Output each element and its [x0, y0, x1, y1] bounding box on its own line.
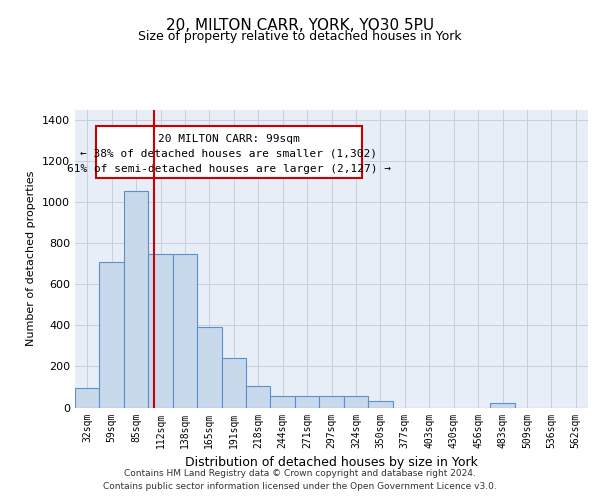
Bar — [124, 191, 148, 408]
Bar — [148, 254, 173, 408]
Bar — [75, 388, 100, 407]
X-axis label: Distribution of detached houses by size in York: Distribution of detached houses by size … — [185, 456, 478, 469]
Bar — [100, 262, 124, 408]
Text: Contains HM Land Registry data © Crown copyright and database right 2024.: Contains HM Land Registry data © Crown c… — [124, 469, 476, 478]
Bar — [344, 396, 368, 407]
Text: Contains public sector information licensed under the Open Government Licence v3: Contains public sector information licen… — [103, 482, 497, 491]
Text: 61% of semi-detached houses are larger (2,127) →: 61% of semi-detached houses are larger (… — [67, 164, 391, 173]
Bar — [246, 386, 271, 407]
Bar — [95, 126, 362, 178]
Bar — [319, 396, 344, 407]
Y-axis label: Number of detached properties: Number of detached properties — [26, 171, 37, 346]
Text: ← 38% of detached houses are smaller (1,302): ← 38% of detached houses are smaller (1,… — [80, 148, 377, 158]
Text: 20 MILTON CARR: 99sqm: 20 MILTON CARR: 99sqm — [158, 134, 300, 144]
Text: 20, MILTON CARR, YORK, YO30 5PU: 20, MILTON CARR, YORK, YO30 5PU — [166, 18, 434, 32]
Bar — [221, 358, 246, 408]
Bar — [271, 396, 295, 407]
Text: Size of property relative to detached houses in York: Size of property relative to detached ho… — [138, 30, 462, 43]
Bar — [295, 396, 319, 407]
Bar — [197, 328, 221, 407]
Bar — [173, 254, 197, 408]
Bar — [368, 402, 392, 407]
Bar — [490, 404, 515, 407]
